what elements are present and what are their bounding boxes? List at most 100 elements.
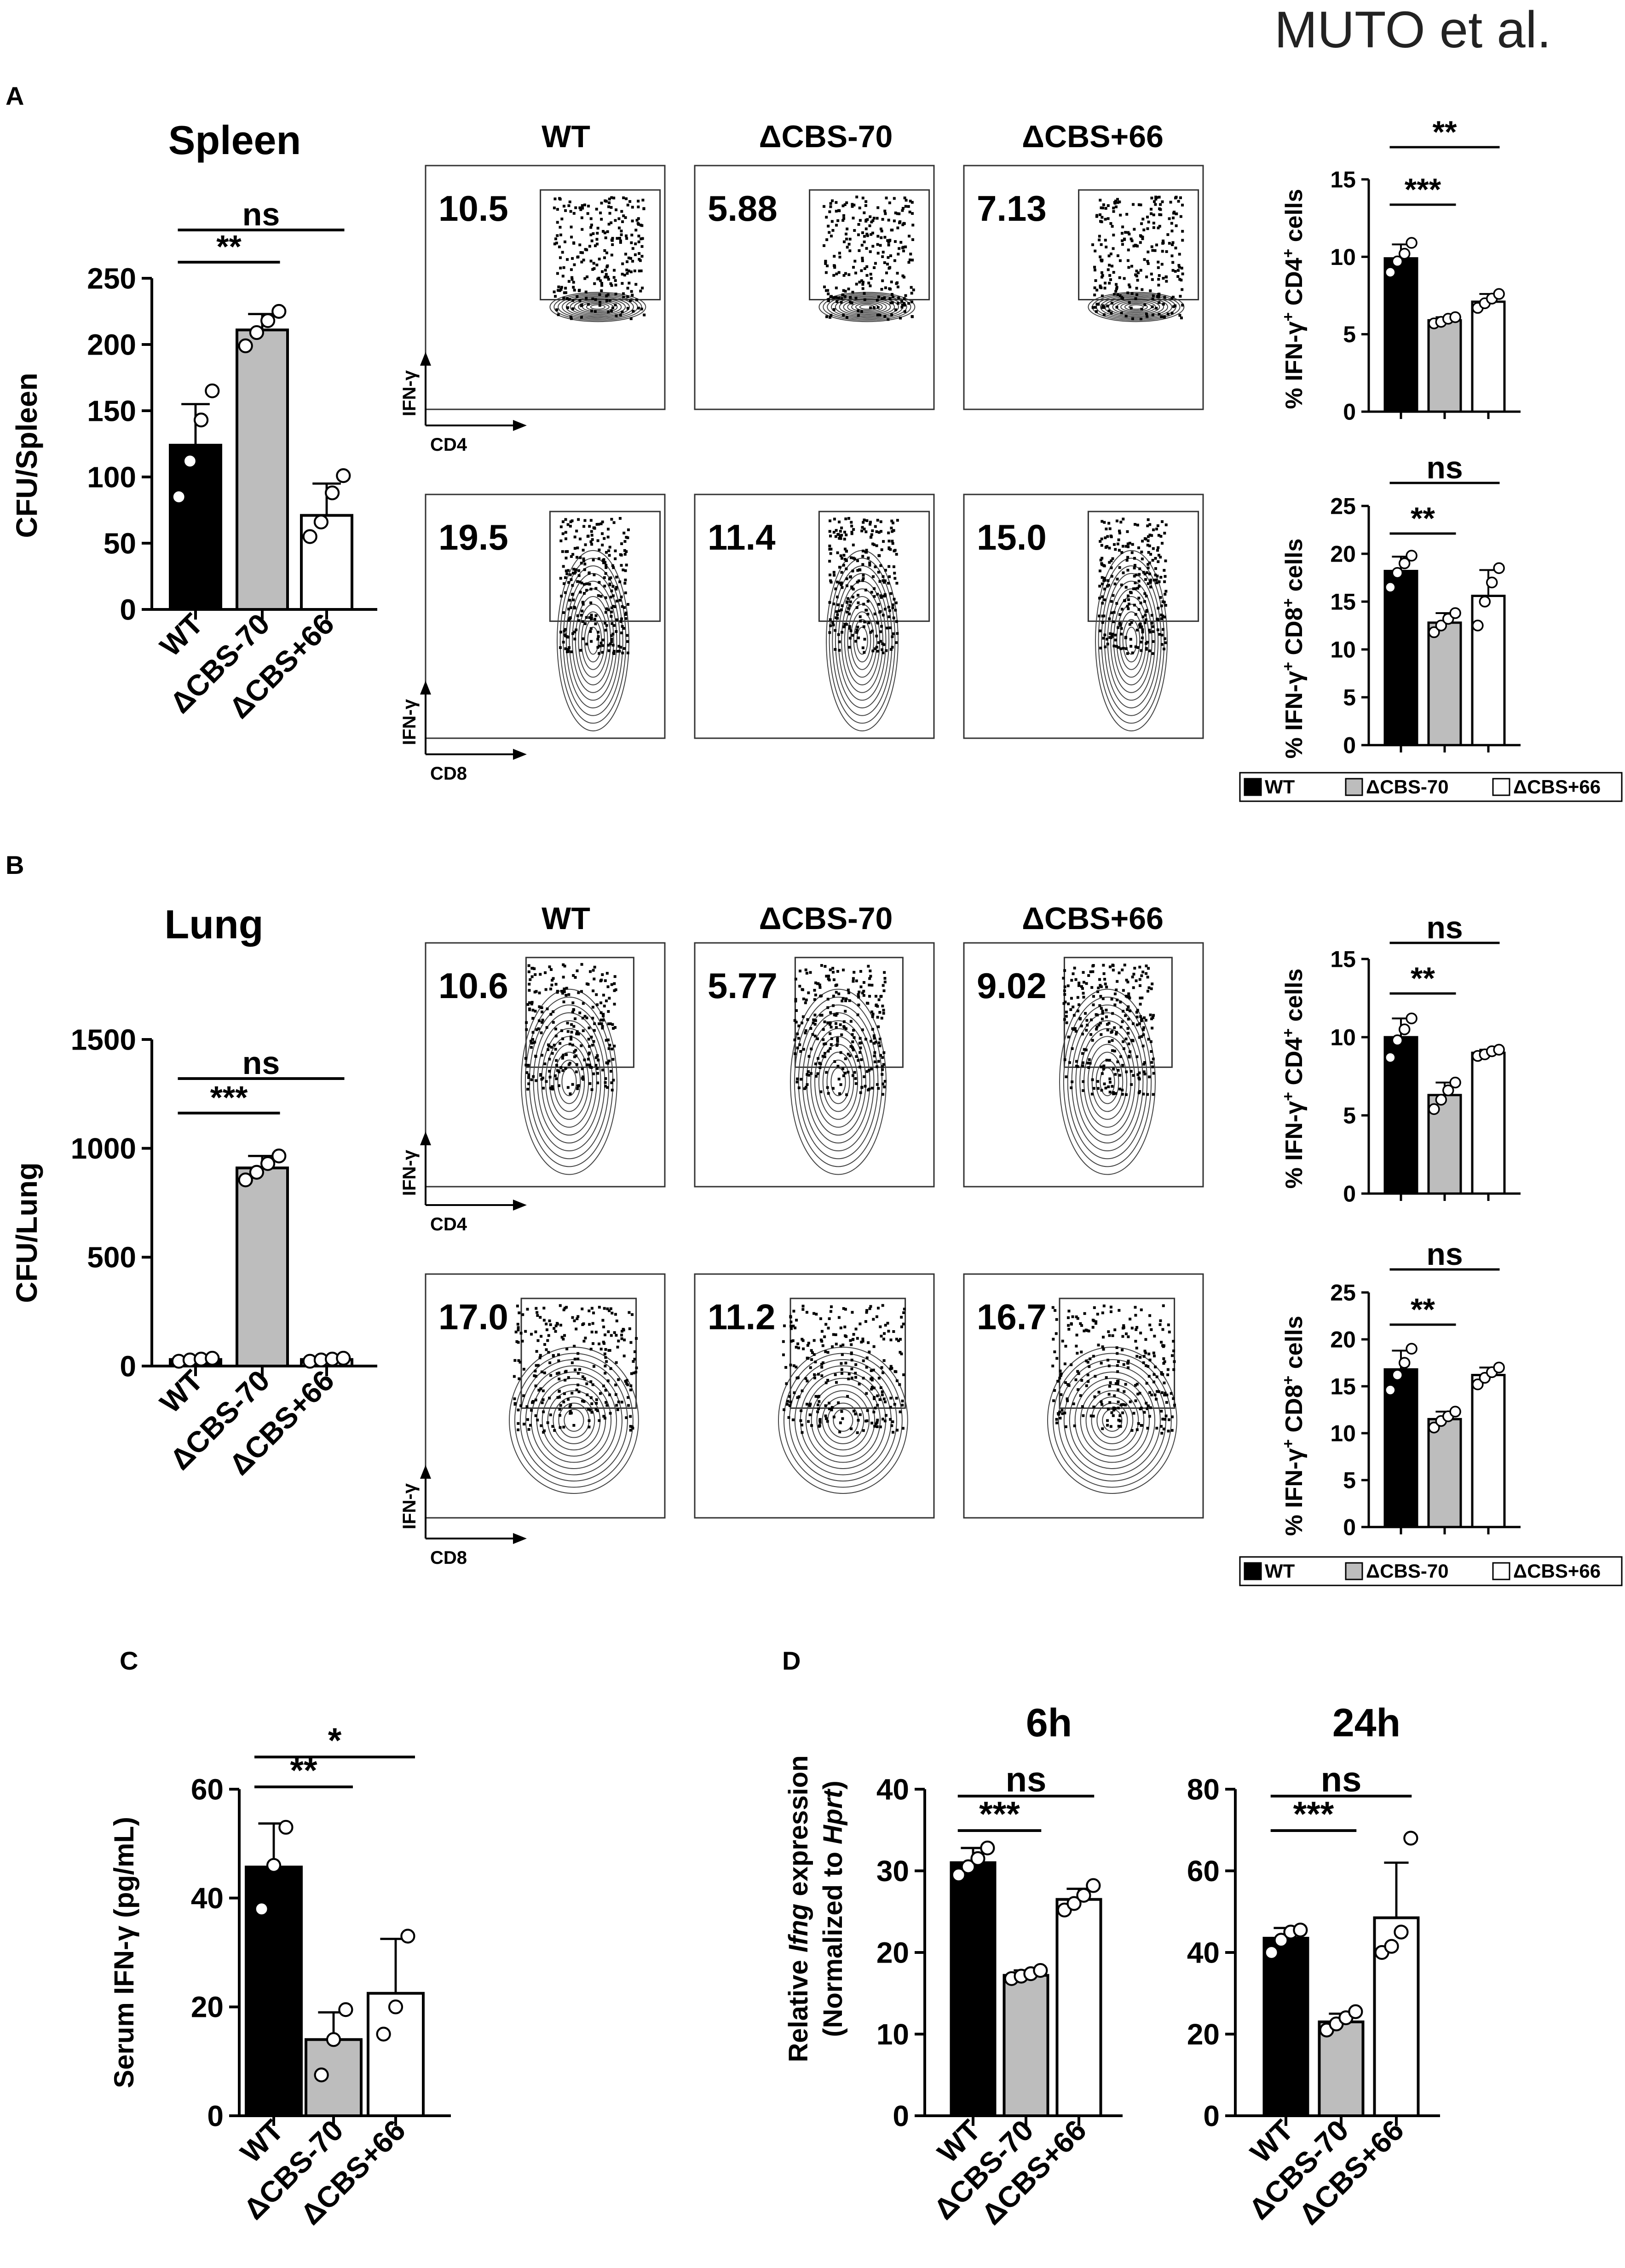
panel-a-cd8-flow-2-event: [1124, 586, 1128, 589]
panel-b-cd8-flow-2-event: [1124, 1383, 1127, 1386]
panel-a-cd8-flow-1-event: [895, 553, 898, 556]
panel-a-cd8-flow-2-event: [1137, 580, 1141, 583]
panel-a-cd4-bar-ylabel-part: % IFN-γ: [1281, 322, 1308, 409]
panel-a-cd4-flow-2-event: [1121, 243, 1124, 246]
panel-b-cd4-flow-0-event: [558, 1084, 561, 1087]
panel-a-cd8-flow-1-event: [861, 579, 864, 582]
panel-a-cd8-flow-0-event: [614, 557, 617, 560]
a-cd4-point: [1493, 288, 1505, 300]
panel-b-cd8-flow-2-event: [1162, 1362, 1165, 1365]
panel-b-cd4-flow-2-event: [1105, 985, 1108, 988]
panel-a-cd8-flow-1-event: [856, 580, 859, 584]
panel-a-cd4-flow-1-event: [883, 296, 886, 299]
panel-a-cd8-flow-1-event: [873, 595, 876, 598]
panel-a-cd4-flow-1-event: [890, 293, 893, 296]
panel-b-cd4-flow-1-event: [853, 1071, 856, 1074]
panel-b-cd8-flow-1-event: [889, 1396, 893, 1400]
panel-a-cd4-flow-2-event: [1160, 316, 1163, 319]
panel-b-cd8-flow-1-event: [835, 1343, 838, 1346]
panel-b-cd8-flow-2-event: [1127, 1335, 1130, 1338]
panel-b-cd4-flow-0-contour: [521, 988, 617, 1175]
panel-b-cd4-flow-1-event: [881, 1068, 884, 1071]
panel-b-cd8-flow-1-event: [801, 1308, 805, 1311]
panel-b-cd8-flow-1-event: [794, 1326, 797, 1330]
panel-b-cd8-flow-0-event: [633, 1358, 636, 1361]
panel-a-cd8-flow-0-event: [580, 562, 583, 565]
panel-a-cd4-flow-1-event: [907, 205, 910, 208]
panel-b-cd8-flow-1-event: [832, 1333, 835, 1336]
panel-a-cd4-flow-2-event: [1180, 266, 1183, 270]
panel-a-cd4-flow-0-event: [570, 278, 574, 281]
panel-b-cd8-flow-0-event: [517, 1408, 520, 1412]
b-cd8-ytick-label: 15: [1330, 1374, 1356, 1400]
panel-a-cd4-flow-1-event: [855, 195, 859, 199]
panel-a-cd8-flow-1-event: [842, 554, 846, 557]
panel-a-cd4-flow-0-event: [591, 297, 594, 300]
panel-b-cd8-flow-1-event: [879, 1386, 882, 1390]
panel-a-cd4-flow-1-event: [900, 300, 904, 303]
panel-b-cd4-flow-1-event: [880, 994, 883, 998]
panel-a-cd8-flow-1-event: [882, 594, 885, 597]
panel-a-cd4-flow-2-event: [1179, 215, 1182, 218]
panel-a-cd4-flow-2-event: [1118, 259, 1122, 262]
panel-b-cd8-flow-0-event: [516, 1323, 519, 1326]
panel-a-cd4-flow-1-event: [830, 314, 833, 317]
panel-b-cd4-flow-1-event: [794, 1052, 797, 1055]
panel-a-cd8-flow-1-event: [875, 646, 878, 649]
panel-b-cd4-flow-2-event: [1142, 1062, 1146, 1066]
panel-a-cd4-flow-1-event: [847, 242, 851, 246]
panel-b-cd4-flow-1-contour: [822, 1051, 854, 1112]
panel-a-cd4-flow-0-event: [614, 283, 617, 287]
panel-b-cd4-flow-0-event: [608, 1044, 611, 1047]
panel-b-cd4-flow-1-event: [879, 1054, 882, 1057]
panel-a-cd4-flow-1-event: [888, 239, 892, 242]
panel-a-cd4-flow-2-event: [1174, 270, 1177, 273]
panel-a-cd8-flow-0-event: [562, 565, 565, 568]
panel-a-cd4-flow-1-event: [823, 285, 826, 288]
panel-b-cd8-flow-0-event: [629, 1388, 632, 1391]
panel-b-cd4-flow-2-event: [1118, 1074, 1122, 1077]
panel-a-cd4-flow-1-event: [868, 224, 871, 227]
panel-b-cd4-flow-1-event: [818, 1066, 822, 1069]
panel-b-cd4-flow-2-event: [1110, 998, 1113, 1001]
panel-b-cd4-flow-0-event: [588, 1063, 591, 1067]
panel-b-cd4-flow-1-contour: [830, 1067, 846, 1097]
panel-a-cd8-flow-0-event: [618, 599, 622, 602]
panel-b-cd8-flow-2-event: [1080, 1379, 1083, 1382]
panel-a-cd4-flow-2-event: [1177, 269, 1180, 272]
panel-a-cd4-flow-2-event: [1104, 239, 1107, 242]
panel-a-cd8-flow-1-contour: [850, 611, 874, 670]
panel-b-cd8-flow-1-event: [815, 1313, 818, 1316]
panel-b-cd8-flow-2-event: [1158, 1323, 1162, 1326]
panel-b-cd8-flow-0-event: [616, 1345, 619, 1349]
panel-a-cd4-flow-2-event: [1170, 254, 1174, 258]
panel-b-cd4-flow-2-event: [1063, 993, 1066, 996]
panel-a-cd8-flow-1-event: [876, 592, 879, 596]
panel-b-cd4-flow-0-event: [528, 989, 531, 992]
panel-a-cd8-flow-2-event: [1109, 534, 1112, 538]
panel-b-cd4-axes-label-y: IFN-γ: [399, 1149, 420, 1196]
panel-a-cd4-flow-1-event: [891, 301, 894, 304]
panel-a-cd8-flow-1-event: [891, 542, 894, 545]
panel-b-cd8-flow-0-event: [570, 1412, 573, 1415]
panel-b-cd8-flow-1-event: [824, 1381, 828, 1384]
panel-a-cd8-flow-1-event: [870, 533, 873, 536]
panel-b-cd8-flow-2-contour: [1096, 1402, 1128, 1438]
a-cd8-bar-2: [1471, 595, 1506, 746]
panel-b-cd4-flow-2-event: [1111, 1039, 1114, 1042]
panel-b-cd8-flow-0-event: [558, 1408, 561, 1411]
panel-a-cd8-flow-2-event: [1143, 537, 1147, 540]
panel-b-cd8-flow-2-event: [1067, 1328, 1071, 1331]
panel-b-cd8-flow-2-event: [1135, 1326, 1139, 1329]
panel-b-cd4-flow-1-event: [836, 1012, 839, 1015]
a-cd8-sig-label-1: ns: [1426, 450, 1463, 485]
a-cd8-bar-1: [1427, 621, 1462, 746]
panel-a-cd8-flow-2-event: [1103, 579, 1106, 582]
panel-a-cd4-flow-2-event: [1150, 212, 1153, 215]
panel-a-cd4-flow-1-event: [827, 292, 830, 295]
panel-b-cd4-flow-0-event: [531, 1016, 535, 1020]
panel-b-cd8-flow-0-event: [578, 1368, 582, 1371]
panel-a-cd8-flow-2-event: [1133, 574, 1136, 578]
panel-a-cd4-flow-1-event: [832, 274, 836, 277]
panel-b-cd8-flow-2-event: [1134, 1384, 1137, 1387]
